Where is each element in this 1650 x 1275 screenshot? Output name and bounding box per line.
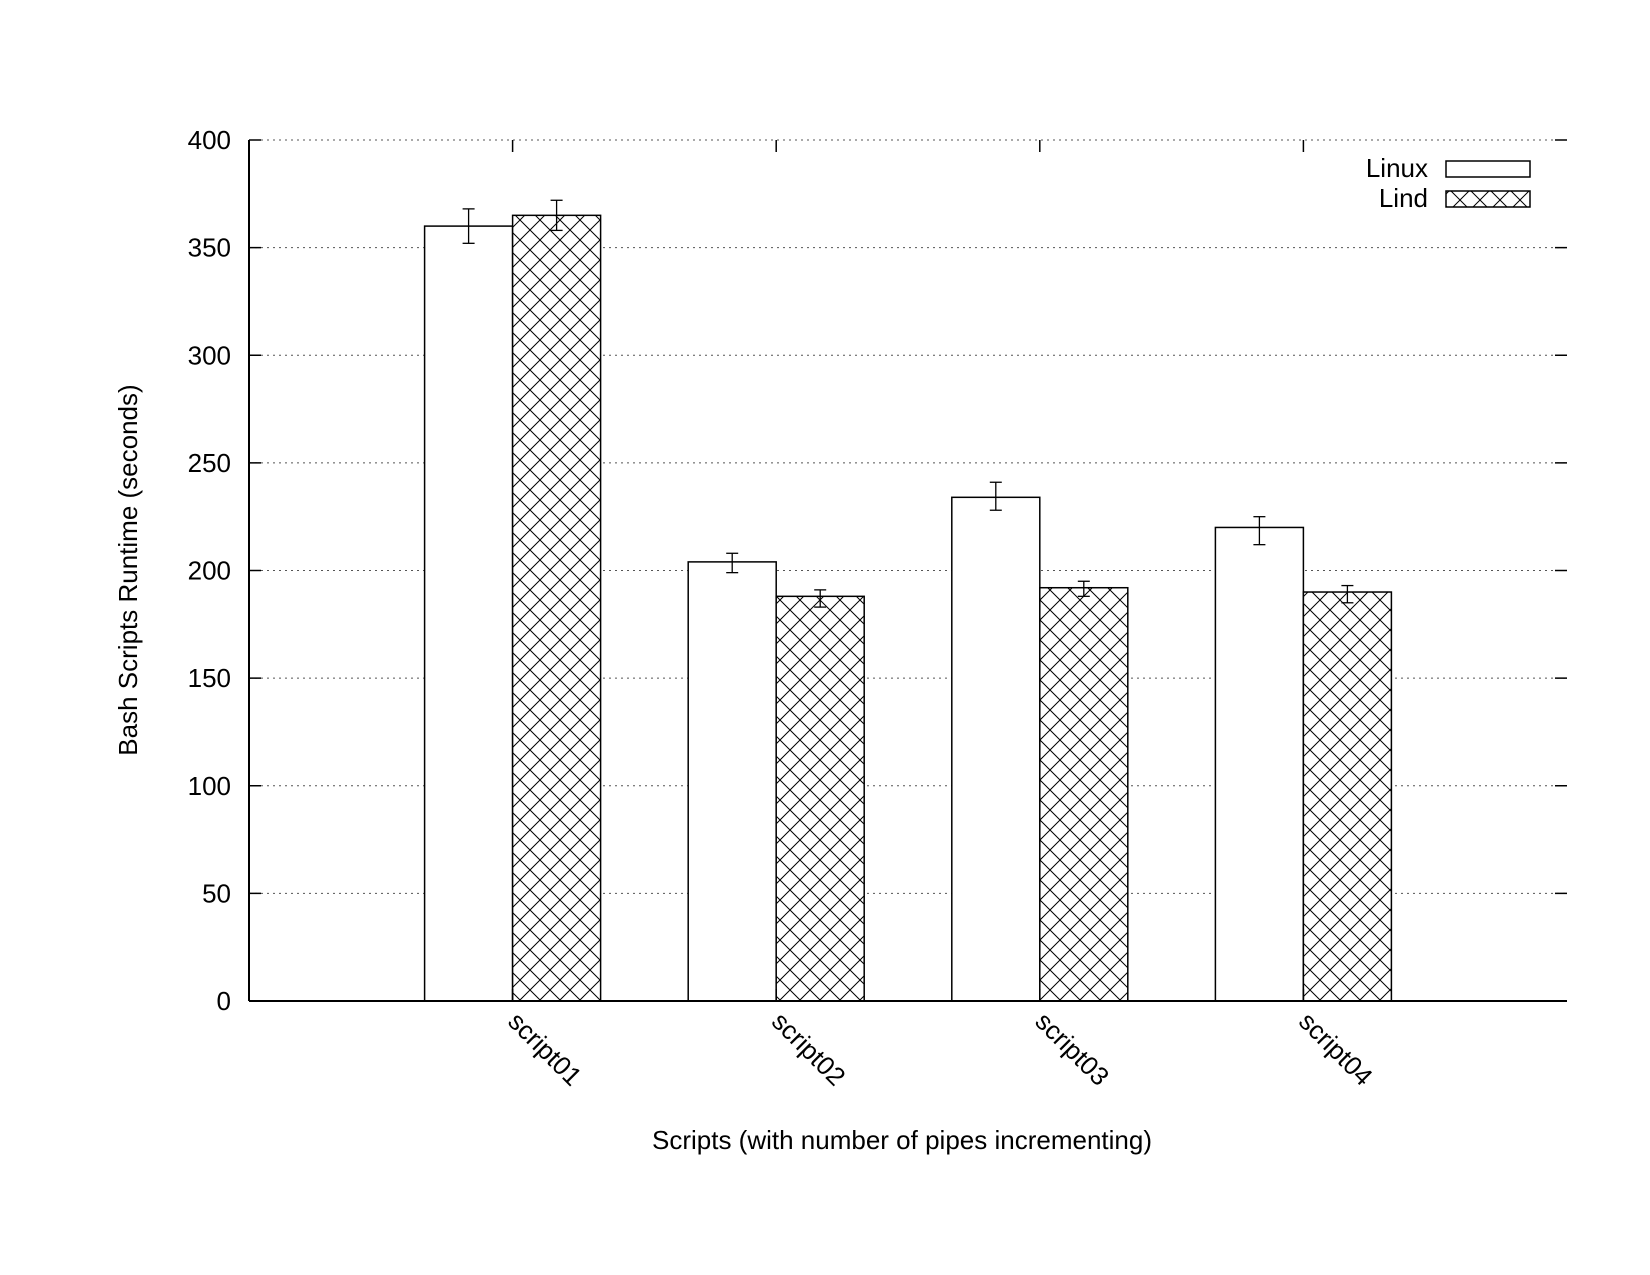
- bar-linux-script03: [951, 496, 1041, 1002]
- y-tick-label: 150: [188, 663, 231, 693]
- bar-lind-script03: [1039, 586, 1129, 1002]
- bar-lind-script04: [1302, 591, 1393, 1002]
- bar-linux-script04: [1214, 526, 1305, 1002]
- bars: [423, 199, 1393, 1002]
- x-axis-title: Scripts (with number of pipes incrementi…: [652, 1125, 1152, 1155]
- legend-label-lind: Lind: [1379, 183, 1428, 213]
- y-tick-label: 400: [188, 125, 231, 155]
- y-tick-label: 250: [188, 448, 231, 478]
- bar-lind-script02: [775, 595, 865, 1002]
- y-tick-label: 300: [188, 340, 231, 370]
- legend-swatch-lind: [1445, 190, 1531, 208]
- bar-lind-script01: [511, 214, 602, 1002]
- axes: [248, 139, 1567, 1002]
- bar-linux-script01: [423, 225, 514, 1002]
- legend-label-linux: Linux: [1366, 153, 1428, 183]
- bar-linux-script02: [687, 561, 777, 1002]
- y-tick-label: 50: [202, 878, 231, 908]
- y-tick-label: 0: [217, 986, 231, 1016]
- y-axis-title: Bash Scripts Runtime (seconds): [113, 384, 143, 755]
- y-tick-label: 100: [188, 771, 231, 801]
- x-tick-label: script03: [1030, 1006, 1116, 1092]
- y-tick-label: 200: [188, 556, 231, 586]
- x-tick-label: script02: [766, 1006, 852, 1092]
- legend-swatch-linux: [1445, 160, 1531, 178]
- x-tick-label: script04: [1293, 1006, 1379, 1092]
- y-tick-label: 350: [188, 233, 231, 263]
- x-tick-label: script01: [502, 1006, 588, 1092]
